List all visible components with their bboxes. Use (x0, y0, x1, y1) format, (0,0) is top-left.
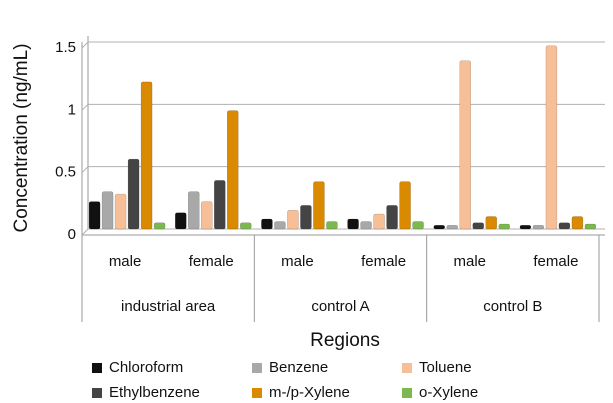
legend-swatch (402, 388, 412, 398)
grid-line (81, 228, 89, 236)
bar (347, 218, 359, 230)
bar (287, 210, 299, 230)
bar (373, 213, 385, 230)
bar (188, 191, 200, 230)
bar (175, 212, 187, 230)
grid-line (81, 166, 89, 174)
y-axis-title: Concentration (ng/mL) (11, 43, 32, 232)
legend-label: Ethylbenzene (109, 384, 200, 401)
grid-line (81, 41, 89, 49)
bar (433, 225, 445, 230)
legend-swatch (252, 388, 262, 398)
bar (153, 222, 166, 230)
bar (472, 222, 484, 230)
bar (498, 223, 510, 230)
y-tick-label: 0 (68, 226, 76, 243)
y-tick-label: 1.5 (55, 39, 76, 56)
x-tick-label: male (453, 253, 486, 270)
bar (214, 180, 226, 230)
y-tick-label: 1 (68, 101, 76, 118)
x-tick-label: male (109, 253, 142, 270)
legend-swatch (402, 363, 412, 373)
bar (227, 110, 239, 230)
x-tick-label: male (281, 253, 314, 270)
bar (261, 218, 273, 230)
bar (485, 216, 497, 230)
bar (571, 216, 584, 230)
legend-swatch (92, 363, 102, 373)
bar (127, 158, 140, 230)
legend-label: m-/p-Xylene (269, 384, 350, 401)
group-label: control B (483, 298, 542, 315)
bar (459, 60, 471, 230)
x-tick-label: female (361, 253, 406, 270)
legend-swatch (92, 388, 102, 398)
legend-swatch (252, 363, 262, 373)
legend-label: Chloroform (109, 359, 183, 376)
bar (88, 201, 101, 230)
legend-label: Benzene (269, 359, 328, 376)
bar (300, 205, 312, 230)
bar (446, 225, 458, 230)
legend-label: o-Xylene (419, 384, 478, 401)
bar (386, 205, 398, 230)
bar (519, 225, 532, 230)
bar (584, 223, 597, 230)
bar (532, 225, 545, 230)
bar (201, 201, 213, 230)
bar (274, 221, 286, 230)
legend-label: Toluene (419, 359, 472, 376)
bar (140, 81, 153, 230)
x-axis-title: Regions (310, 330, 380, 351)
bar (114, 193, 127, 230)
bar (313, 181, 325, 230)
grid-line (81, 103, 89, 111)
bar (412, 221, 424, 230)
bar (360, 221, 372, 230)
x-tick-label: female (533, 253, 578, 270)
bar (399, 181, 411, 230)
group-label: control A (311, 298, 369, 315)
bar (101, 191, 114, 230)
y-tick-label: 0.5 (55, 164, 76, 181)
x-tick-label: female (189, 253, 234, 270)
bar (326, 221, 338, 230)
bar (240, 222, 252, 230)
bar (545, 45, 558, 230)
group-label: industrial area (121, 298, 216, 315)
bar (558, 222, 571, 230)
